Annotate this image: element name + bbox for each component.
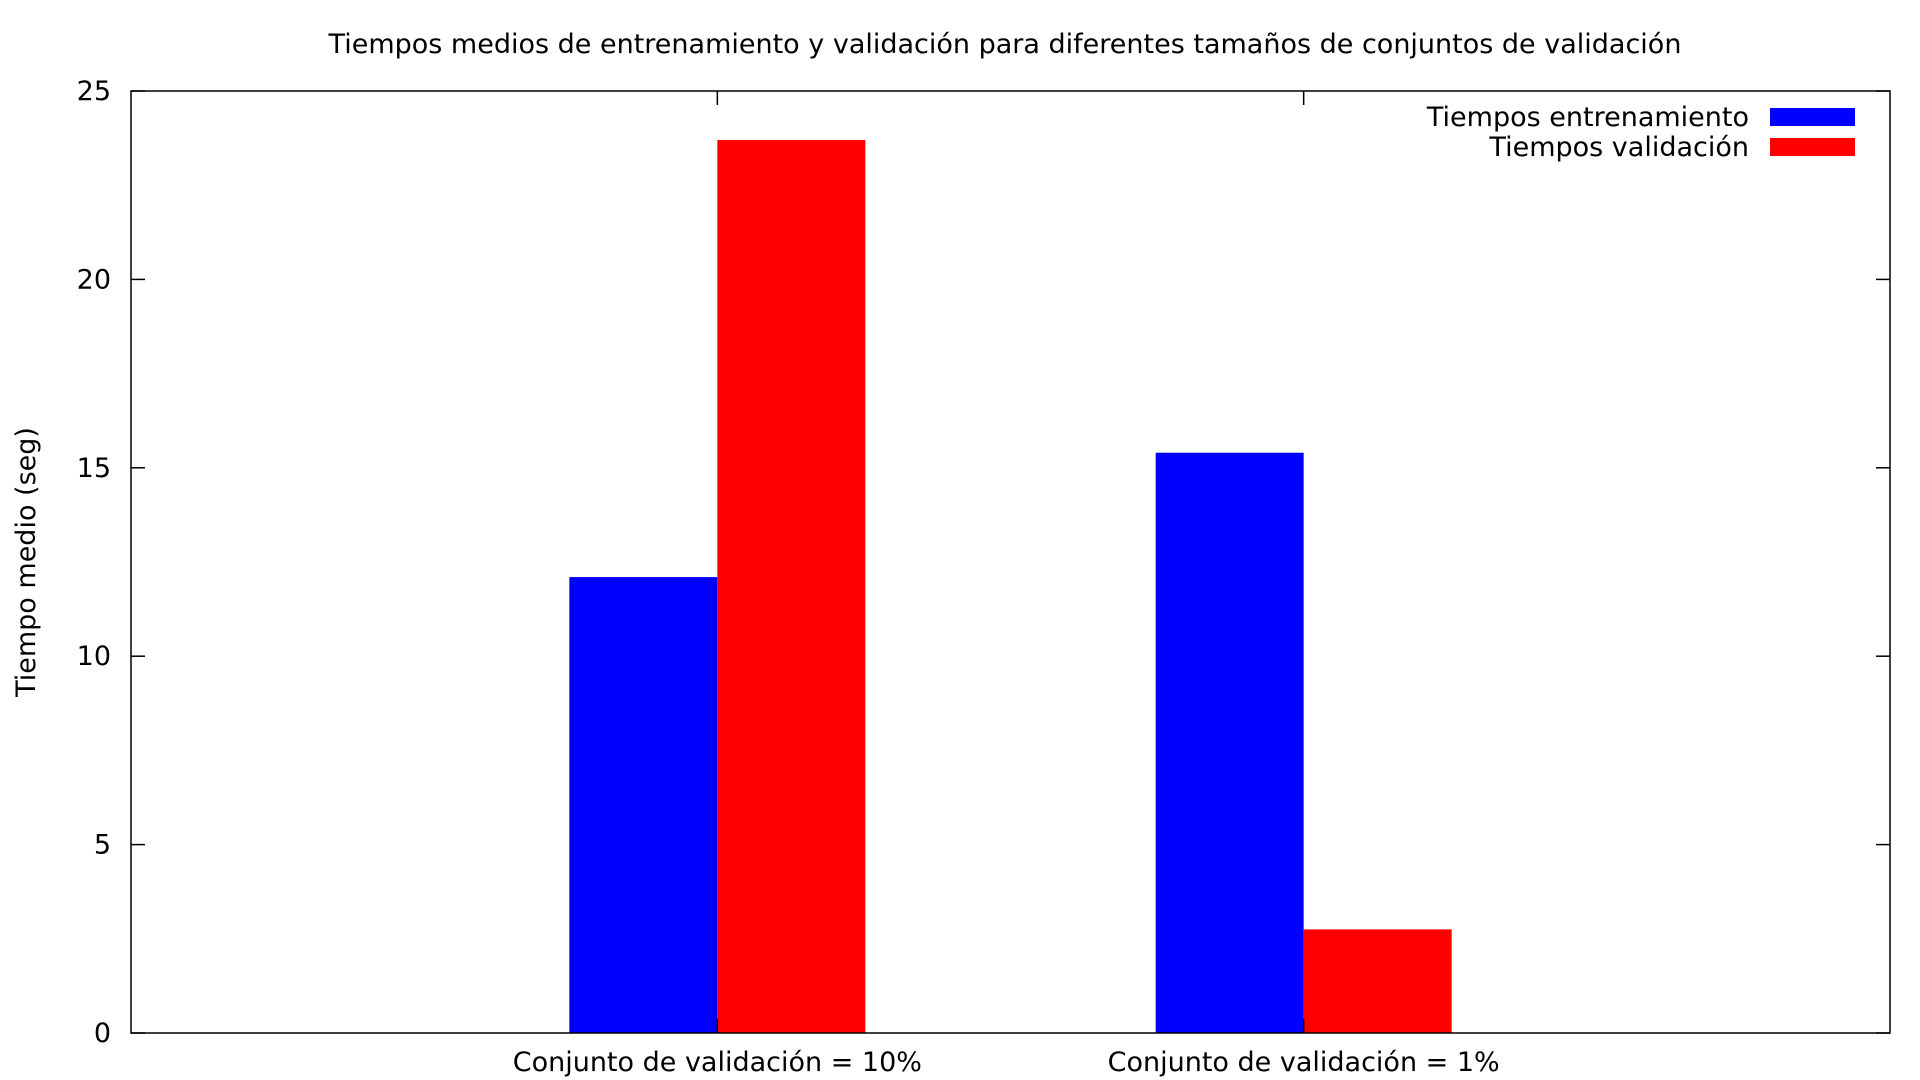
x-category-label: Conjunto de validación = 1% [1108,1047,1500,1078]
axis-ticks: 0 5 10 15 20 25 Conjunto de validación = 10% Co… [77,76,1890,1078]
y-tick-label: 25 [77,76,111,107]
y-tick-label: 5 [94,830,111,861]
chart-title: Tiempos medios de entrenamiento y valida… [328,29,1682,60]
y-tick-label: 15 [77,453,111,484]
bars-layer [569,139,1452,1033]
legend-swatch [1770,108,1855,126]
legend-label: Tiempos validación [1488,132,1749,163]
plot-area-frame [130,90,1891,1034]
bar-training-1 [569,577,718,1033]
bar-validation-2 [1303,929,1452,1033]
y-tick-label: 10 [77,641,111,672]
legend-label: Tiempos entrenamiento [1426,102,1749,133]
bar-training-2 [1155,452,1304,1033]
legend-swatch [1770,138,1855,156]
y-axis-label: Tiempo medio (seg) [11,427,42,698]
y-tick-label: 20 [77,264,111,295]
bar-validation-1 [717,139,866,1033]
x-category-label: Conjunto de validación = 10% [513,1047,922,1078]
y-tick-label: 0 [94,1018,111,1049]
